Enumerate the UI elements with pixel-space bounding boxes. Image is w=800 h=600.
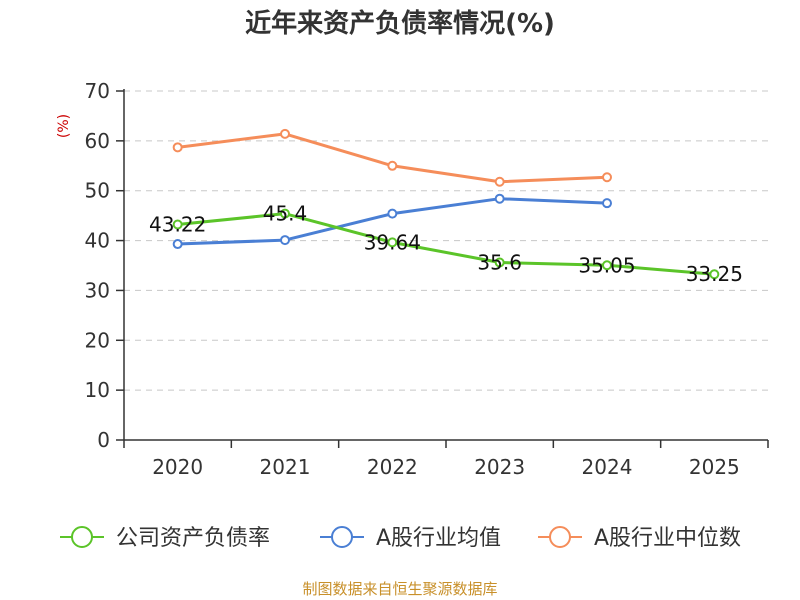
series-0-point-2021 (280, 208, 290, 219)
series-0-point-2022 (387, 237, 398, 248)
y-tick-label-10: 10 (85, 378, 110, 402)
data-label-2022: 39.64 (364, 230, 421, 254)
series-1-point-2023 (494, 193, 505, 204)
data-label-2025: 33.25 (686, 262, 743, 286)
y-tick-label-70: 70 (85, 79, 110, 103)
source-note: 制图数据来自恒生聚源数据库 (302, 580, 497, 598)
series-2-point-2024 (602, 172, 612, 183)
y-tick-label-20: 20 (85, 328, 110, 352)
legend-label-2: A股行业中位数 (594, 526, 741, 551)
x-tick-label-2021: 2021 (260, 455, 311, 479)
y-tick-label-50: 50 (85, 179, 110, 203)
data-label-2021: 45.4 (263, 202, 308, 226)
x-tick-label-2025: 2025 (689, 455, 740, 479)
series-0-point-2025 (709, 269, 720, 280)
series-2-point-2022 (387, 160, 398, 171)
series-0-point-2020 (172, 219, 183, 230)
legend: 公司资产负债率 A股行业均值 A股行业中位数 (60, 526, 741, 551)
data-label-2023: 35.6 (477, 251, 522, 275)
series-2-point-2020 (172, 142, 183, 153)
series-1-point-2021 (280, 235, 290, 246)
y-tick-label-40: 40 (85, 229, 110, 253)
legend-label-1: A股行业均值 (376, 526, 501, 551)
x-tick-label-2023: 2023 (474, 455, 525, 479)
series-line-0 (177, 212, 715, 276)
series-2-point-2023 (494, 176, 505, 187)
series-0-point-2024 (602, 260, 612, 271)
legend-marker-1 (331, 526, 353, 548)
legend-label-0: 公司资产负债率 (116, 526, 270, 551)
y-tick-label-30: 30 (85, 278, 110, 302)
legend-marker-0 (71, 526, 93, 548)
axes: 0 10 20 30 40 50 60 70 2020 2021 2022 2023 2024 2025 (85, 79, 769, 479)
x-tick-label-2020: 2020 (152, 455, 203, 479)
series-1-point-2020 (172, 239, 183, 250)
y-axis-label: (%) (56, 114, 72, 138)
series-1-point-2022 (387, 208, 398, 219)
grid-lines (124, 90, 768, 391)
series-0-point-2023 (494, 257, 505, 268)
data-labels: 43.22 45.4 39.64 35.6 35.05 33.25 (149, 202, 743, 287)
data-label-2024: 35.05 (578, 253, 635, 277)
x-tick-label-2024: 2024 (582, 455, 633, 479)
legend-marker-2 (549, 526, 571, 548)
series-2-point-2021 (280, 128, 290, 139)
x-tick-label-2022: 2022 (367, 455, 418, 479)
y-tick-label-0: 0 (97, 428, 110, 452)
series-1-point-2024 (602, 198, 612, 209)
data-label-2020: 43.22 (149, 213, 206, 237)
y-tick-label-60: 60 (85, 129, 110, 153)
chart-title: 近年来资产负债率情况(%) (245, 8, 555, 39)
series-layer (172, 128, 720, 280)
